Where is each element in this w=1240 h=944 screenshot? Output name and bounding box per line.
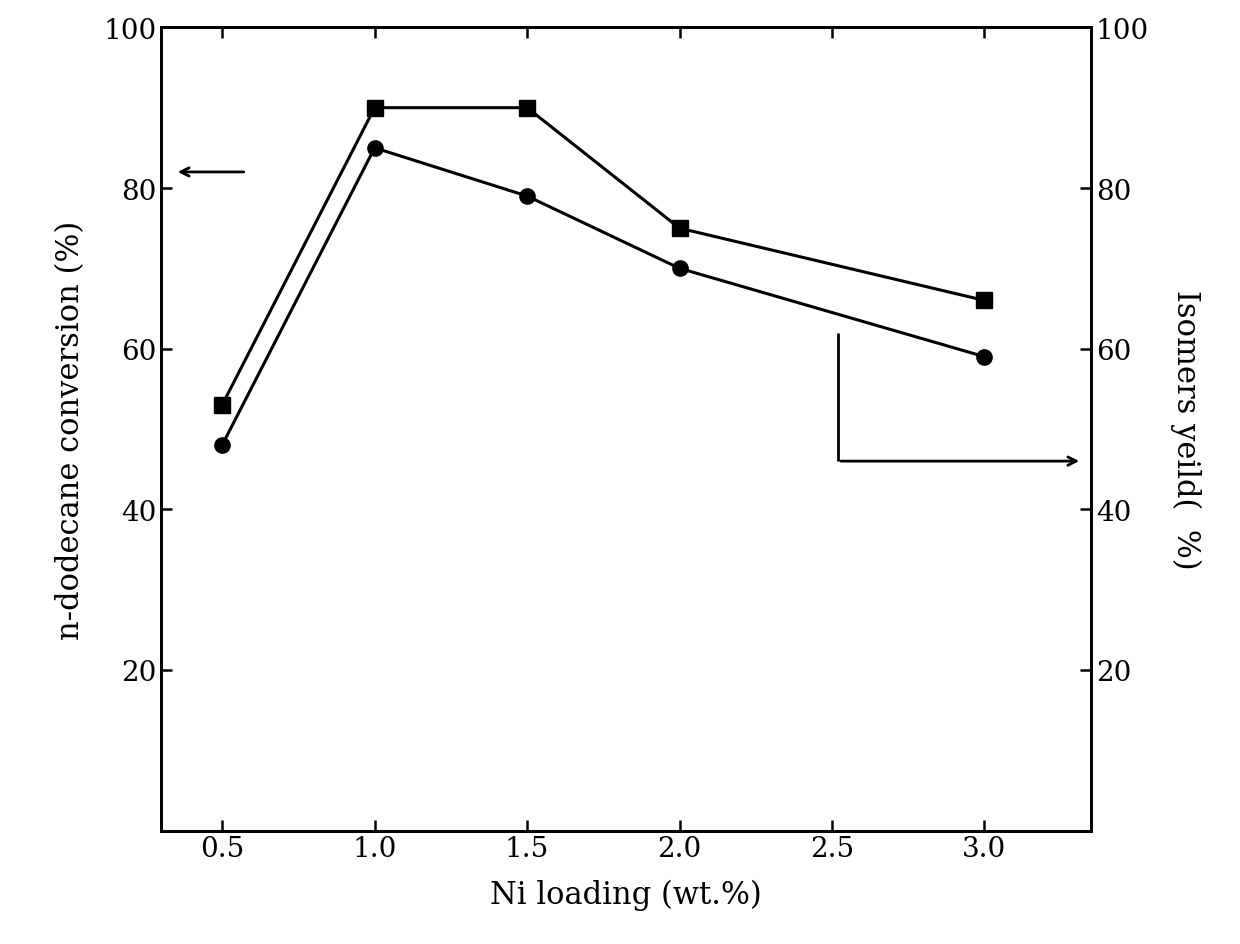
Y-axis label: n-dodecane conversion (%): n-dodecane conversion (%) xyxy=(56,220,87,639)
X-axis label: Ni loading (wt.%): Ni loading (wt.%) xyxy=(490,879,763,910)
Y-axis label: Isomers yeild(  %): Isomers yeild( %) xyxy=(1171,290,1202,569)
